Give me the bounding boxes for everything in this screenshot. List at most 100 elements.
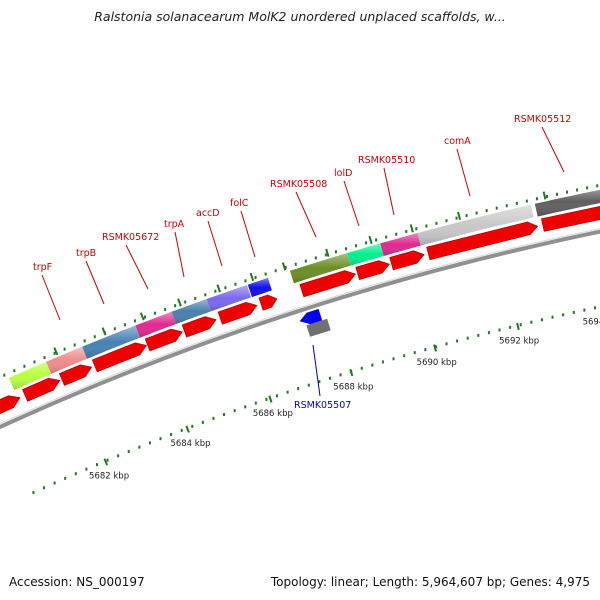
scale-tick [498,328,501,332]
strip-tick [144,315,147,319]
scale-tick [180,428,183,432]
label-leader-line [295,191,317,238]
strip-tick [43,356,46,360]
strip-tick [224,286,227,290]
scale-major-tick [103,458,109,466]
strip-tick [154,311,157,315]
strip-tick [324,253,327,257]
strip-tick [475,211,478,215]
scale-tick [593,306,596,310]
scale-tick [212,416,215,420]
scale-tick [456,339,459,343]
strip-tick [375,238,378,242]
scale-tick [519,323,522,327]
strip-tick [535,197,538,201]
strip-tick [576,188,579,192]
strip-tick [83,339,86,343]
strip-tick [556,192,559,196]
scale-tick [360,366,363,370]
gene-feature-shading [171,299,211,324]
scale-tick [106,458,109,462]
strip-tick [13,369,16,373]
strip-tick [304,259,307,263]
label-leader-line [456,148,471,197]
scale-tick [487,331,490,335]
label-leader-line [383,167,395,216]
strip-major-tick [542,191,547,200]
scale-tick [53,481,56,485]
scale-tick [276,394,279,398]
strip-tick [123,323,126,327]
strip-tick [23,364,26,368]
strip-tick [174,304,177,308]
cds-arrow [389,250,425,271]
scale-tick [413,351,416,355]
strip-major-tick [216,284,221,293]
cds-arrow [426,221,539,261]
strip-tick [355,244,358,248]
strip-tick [505,204,508,208]
gene-label-RSMK05507: RSMK05507 [294,400,351,411]
label-leader-line [343,180,360,227]
scale-tick [95,463,98,467]
scale-tick [191,424,194,428]
cds-arrow [299,270,357,298]
cds-arrow [540,205,600,232]
strip-tick [495,206,498,210]
scale-label: 5682 kbp [89,471,129,481]
scale-tick [540,318,543,322]
strip-tick [344,247,347,251]
strip-tick [113,327,116,331]
gene-feature-shading [46,346,88,374]
scale-tick [74,472,77,476]
gene-label-trpF: trpF [33,262,52,273]
strip-tick [3,373,6,377]
scale-major-tick [268,395,273,403]
map-title: Ralstonia solanacearum MolK2 unordered u… [94,9,506,24]
strip-tick [244,279,247,283]
backbone-highlight [0,228,600,425]
scale-major-tick [516,322,520,331]
scale-tick [170,433,173,437]
gene-feature-shading [380,233,421,256]
scale-tick [445,342,448,346]
strip-tick [274,269,277,273]
gene-label-lolD: lolD [334,168,352,179]
scale-tick [318,380,321,384]
scale-tick [562,313,565,317]
strip-major-tick [409,224,414,233]
gene-label-folC: folC [230,198,249,209]
cds-arrow [91,342,147,373]
strip-tick [53,351,56,355]
scale-tick [265,397,268,401]
strip-tick [184,300,187,304]
scale-tick [307,383,310,387]
label-leader-line [125,244,149,290]
scale-tick [424,348,427,352]
strip-tick [596,184,599,188]
scale-tick [583,308,586,312]
gene-label-comA: comA [444,136,471,147]
strip-tick [425,224,428,228]
strip-tick [455,216,458,220]
scale-tick [233,409,236,413]
gene-feature-shading [82,325,141,359]
gene-label-trpB: trpB [76,248,96,259]
strip-tick [164,307,167,311]
scale-tick [286,390,289,394]
gene-label-RSMK05510: RSMK05510 [358,155,415,166]
scale-tick [371,363,374,367]
cds-arrow [258,294,278,311]
scale-tick [466,336,469,340]
gene-feature-shading [289,253,351,284]
scale-label: 5684 kbp [170,439,210,449]
strip-tick [334,250,337,254]
gene-feature-shading [135,311,176,338]
gene-feature-shading [534,189,600,217]
label-leader-line [240,210,256,258]
scale-major-tick [185,425,190,433]
strip-tick [214,289,217,293]
scale-tick [254,401,257,405]
scale-tick [201,420,204,424]
scale-label: 5686 kbp [253,409,293,419]
